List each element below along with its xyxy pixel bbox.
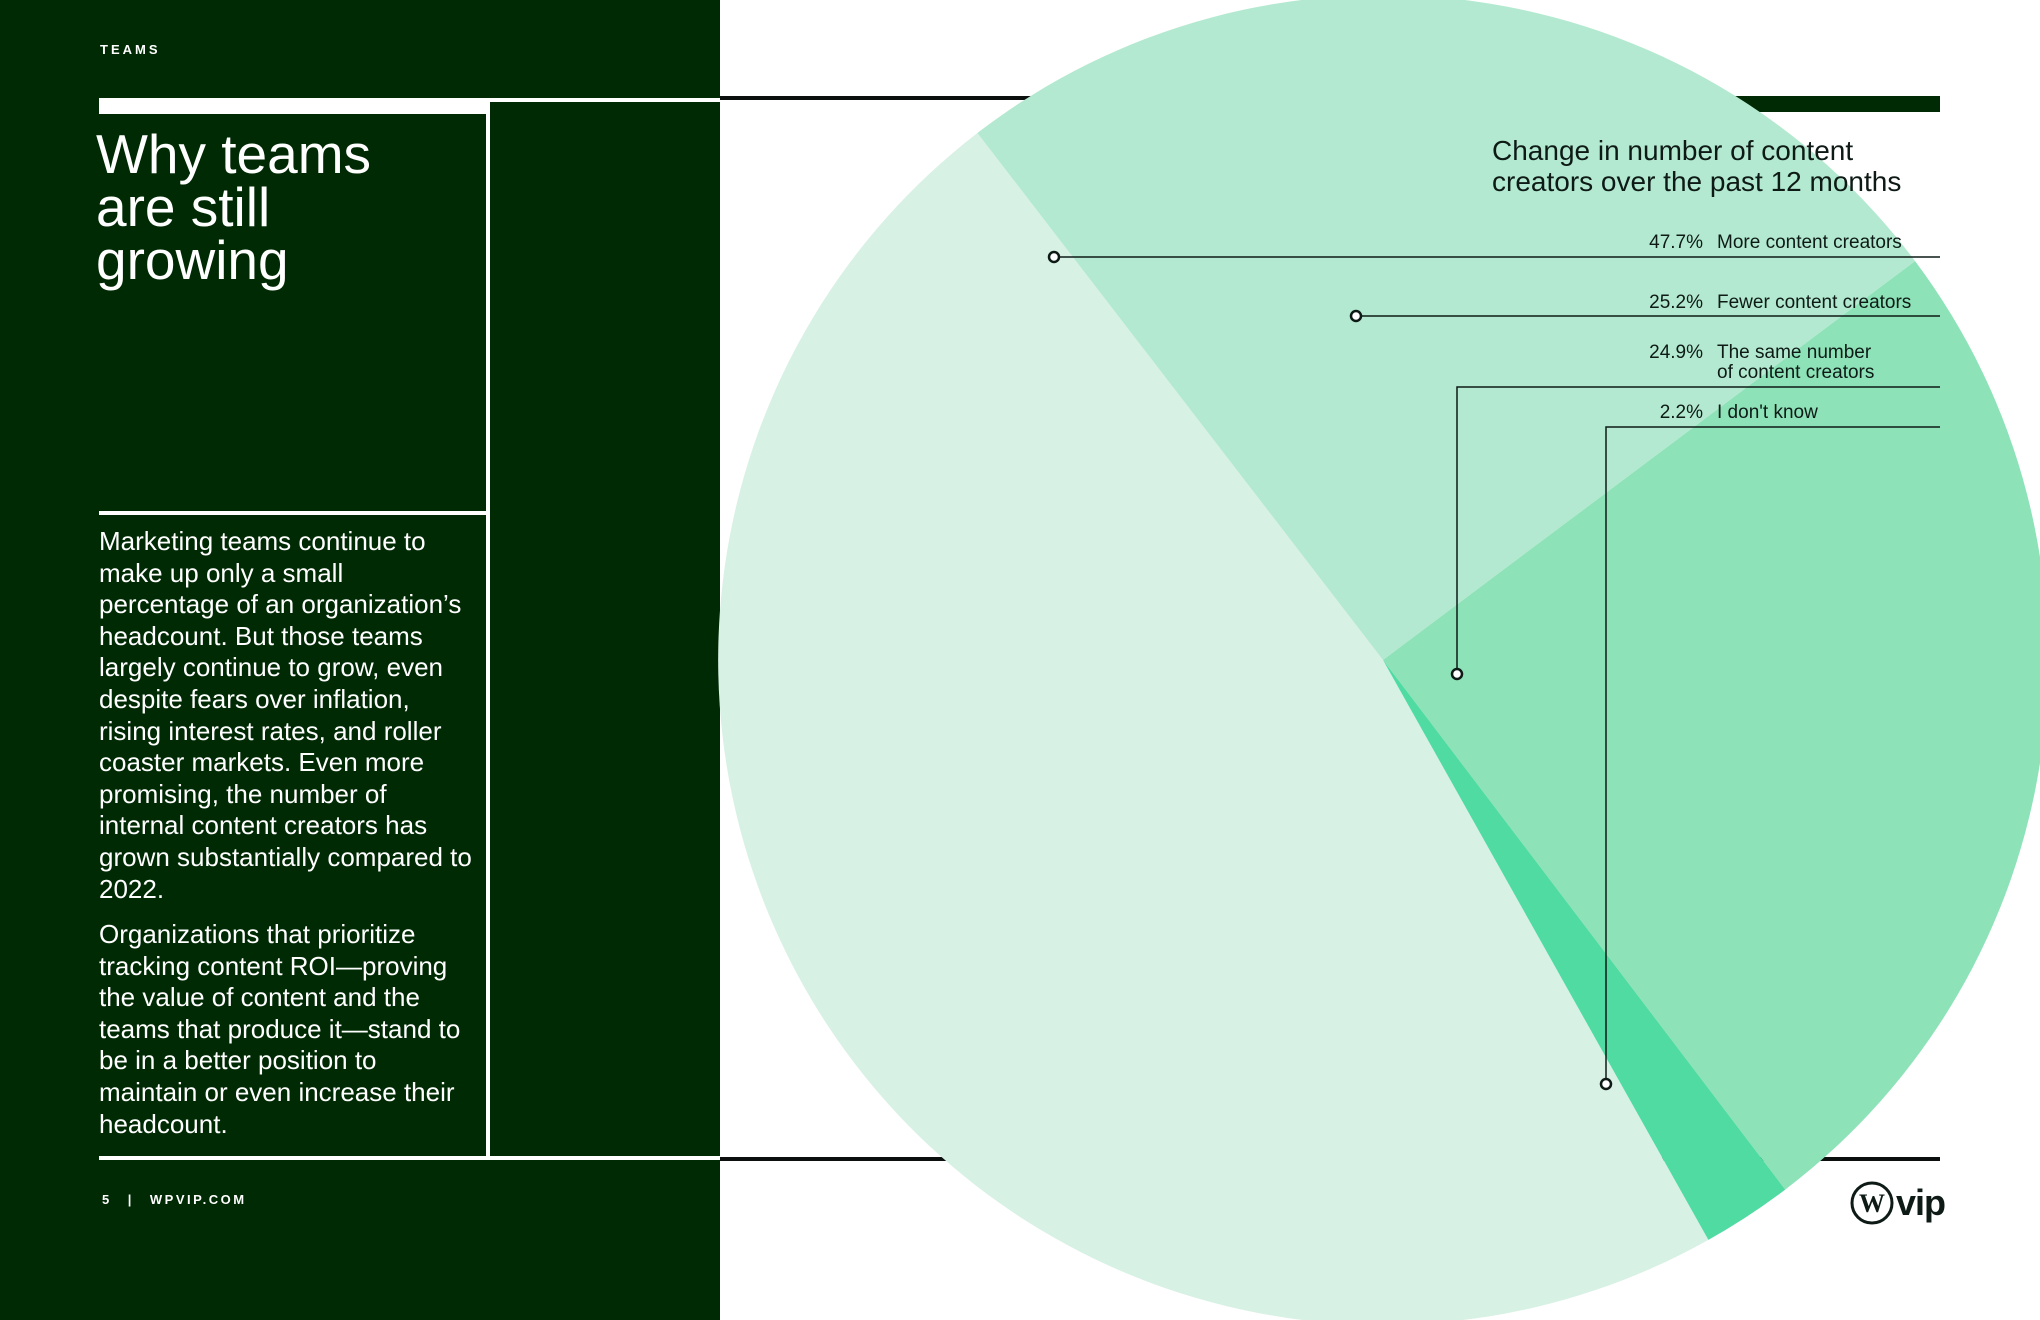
headline-line: are still (96, 176, 271, 238)
leader-line (1605, 426, 1940, 1084)
pie-slice-dont-know (1383, 660, 1786, 1240)
chart-top-accent (1700, 96, 1940, 112)
top-rule-right (490, 98, 720, 102)
slice-category-label: More content creators (1717, 232, 1902, 253)
slice-value-label: 2.2% (1660, 402, 1703, 423)
leader-line (1456, 386, 1940, 674)
pie-slice-fewer (977, 0, 1916, 660)
headline-line: growing (96, 229, 289, 291)
svg-text:W: W (1859, 1189, 1885, 1218)
headline-line: Why teams (96, 123, 372, 185)
pie-slice-same (1383, 261, 2040, 1190)
slice-category-label: Fewer content creators (1717, 292, 1911, 313)
wordpress-logo-icon: W (1850, 1181, 1894, 1225)
slice-value-label: 25.2% (1649, 292, 1703, 313)
bottom-rule (99, 1156, 720, 1160)
body-paragraph: Organizations that prioritize tracking c… (99, 919, 461, 1139)
page-title: Why teams are still growing (96, 123, 476, 291)
chart-title-line: Change in number of content (1492, 135, 1853, 166)
slice-category-label: The same number of content creators (1717, 342, 1874, 383)
leader-marker (1599, 1077, 1613, 1091)
leader-marker (1450, 667, 1464, 681)
pie-slice-more (718, 133, 1709, 1320)
slice-value-label: 24.9% (1649, 342, 1703, 363)
slice-category-label: I don't know (1717, 402, 1818, 423)
column-rule (486, 98, 490, 1160)
vip-logo: W vip (1850, 1181, 1946, 1225)
footer-site: WPVIP.COM (149, 1192, 247, 1207)
chart-title: Change in number of content creators over… (1492, 135, 1901, 197)
logo-text: vip (1896, 1182, 1946, 1223)
page-number: 5 (102, 1192, 112, 1207)
top-rule (99, 98, 486, 114)
left-panel: TEAMS Why teams are still growing Market… (0, 0, 720, 1320)
section-label: TEAMS (100, 42, 161, 57)
chart-title-line: creators over the past 12 months (1492, 166, 1901, 197)
leader-marker (1349, 309, 1363, 323)
headline-divider (99, 511, 486, 515)
footer-separator: | (127, 1192, 134, 1207)
body-paragraph: Marketing teams continue to make up only… (99, 526, 472, 904)
page-footer: 5 | WPVIP.COM (102, 1192, 247, 1207)
slice-value-label: 47.7% (1649, 232, 1703, 253)
leader-marker (1047, 250, 1061, 264)
